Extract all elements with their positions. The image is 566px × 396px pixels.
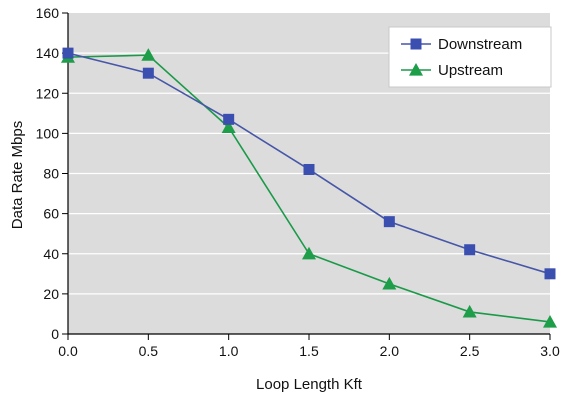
x-axis-title: Loop Length Kft xyxy=(256,376,363,393)
upstream-point xyxy=(462,304,477,318)
series-downstream xyxy=(62,47,556,280)
y-axis-ticks: 0 20 40 60 80 100 120 140 160 xyxy=(36,5,68,342)
upstream-point xyxy=(382,276,397,290)
downstream-point xyxy=(62,47,74,59)
legend-marker-upstream xyxy=(409,63,423,76)
x-tick-label: 3.0 xyxy=(540,343,560,359)
downstream-point xyxy=(142,67,154,79)
y-axis-title: Data Rate Mbps xyxy=(9,121,26,229)
x-tick-label: 2.0 xyxy=(380,343,400,359)
y-tick-label: 60 xyxy=(43,206,59,222)
x-tick-label: 1.5 xyxy=(299,343,319,359)
legend-label-downstream: Downstream xyxy=(438,36,522,53)
upstream-point xyxy=(141,48,156,61)
x-tick-label: 1.0 xyxy=(219,343,239,359)
x-tick-label: 0.0 xyxy=(58,343,78,359)
downstream-point xyxy=(464,244,476,256)
x-tick-label: 2.5 xyxy=(460,343,480,359)
y-tick-label: 120 xyxy=(36,85,60,101)
legend-box xyxy=(388,26,552,88)
series-upstream xyxy=(61,48,557,328)
series-layer xyxy=(61,47,557,328)
y-tick-label: 80 xyxy=(43,166,59,182)
y-tick-label: 140 xyxy=(36,45,60,61)
legend-marker-downstream xyxy=(410,38,422,50)
upstream-point xyxy=(543,314,557,328)
x-tick-label: 0.5 xyxy=(139,343,159,359)
y-tick-label: 160 xyxy=(36,5,60,21)
y-tick-label: 20 xyxy=(43,286,59,302)
downstream-point xyxy=(383,216,395,228)
y-tick-label: 40 xyxy=(43,246,59,262)
y-tick-label: 100 xyxy=(36,125,60,141)
downstream-point xyxy=(303,163,315,175)
downstream-point xyxy=(223,113,235,125)
upstream-point xyxy=(302,246,316,260)
legend: Downstream Upstream xyxy=(388,26,552,88)
upstream-point xyxy=(221,120,236,133)
y-tick-label: 0 xyxy=(51,326,59,342)
legend-label-upstream: Upstream xyxy=(438,62,503,79)
downstream-point xyxy=(544,268,556,280)
x-axis-ticks: 0.0 0.5 1.0 1.5 2.0 2.5 3.0 xyxy=(58,334,560,359)
